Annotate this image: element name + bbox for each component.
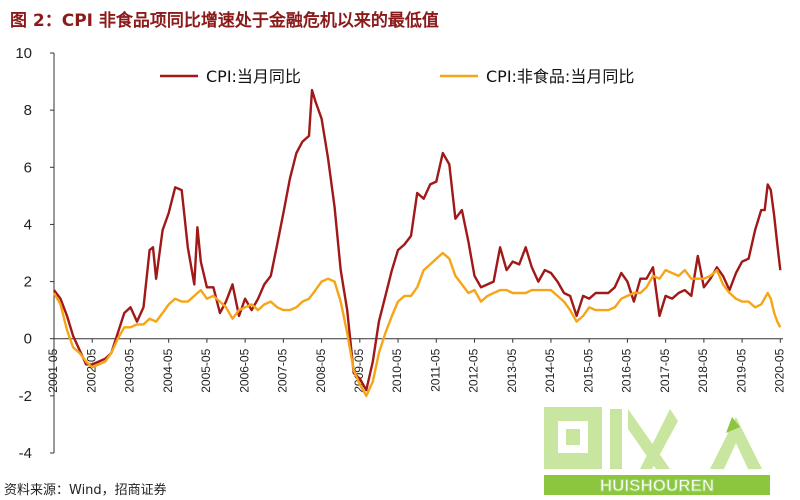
x-tick-label: 2003-05: [123, 348, 137, 392]
watermark-logo-icon: [544, 407, 762, 469]
y-tick-label: 2: [24, 274, 32, 291]
figure-title: 图 2：CPI 非食品项同比增速处于金融危机以来的最低值: [10, 11, 439, 31]
y-tick-label: 4: [24, 216, 32, 233]
x-tick-label: 2011-05: [428, 348, 442, 391]
x-tick-label: 2010-05: [390, 348, 404, 392]
legend-label-2: CPI:非食品:当月同比: [486, 67, 634, 86]
x-tick-label: 2012-05: [467, 348, 481, 392]
x-tick-label: 2017-05: [658, 348, 672, 392]
y-tick-label: -2: [19, 388, 32, 405]
x-tick-label: 2014-05: [543, 348, 557, 392]
x-tick-label: 2020-05: [772, 348, 786, 392]
chart-series: [52, 88, 782, 398]
x-tick-label: 2019-05: [734, 348, 748, 392]
x-tick-label: 2007-05: [276, 348, 290, 392]
chart-axes: -4 -2 0 2 4 6 8 10 2001-05 2002-05 2003-05 2004-05 2…: [15, 45, 786, 462]
x-tick-label: 2016-05: [620, 348, 634, 392]
x-tick-label: 2002-05: [84, 348, 98, 392]
y-tick-label: 0: [24, 331, 32, 348]
series-line-2: [52, 251, 782, 398]
y-tick-label: 6: [24, 159, 32, 176]
y-tick-label: 10: [15, 45, 32, 62]
watermark-text: HUISHOUREN: [600, 476, 714, 495]
chart-legend: CPI:当月同比 CPI:非食品:当月同比: [160, 67, 634, 86]
series-line-1: [53, 88, 782, 392]
source-note: 资料来源：Wind，招商证券: [4, 483, 167, 498]
x-tick-label: 2004-05: [161, 348, 175, 392]
y-tick-label: -4: [19, 445, 32, 462]
legend-label-1: CPI:当月同比: [206, 67, 301, 86]
y-tick-label: 8: [24, 102, 32, 119]
watermark: HUISHOUREN: [544, 407, 770, 496]
x-tick-label: 2001-05: [46, 348, 60, 392]
x-tick-label: 2005-05: [199, 348, 213, 392]
x-tick-label: 2015-05: [581, 348, 595, 392]
x-tick-label: 2013-05: [505, 348, 519, 392]
x-tick-label: 2018-05: [696, 348, 710, 392]
x-tick-label: 2006-05: [237, 348, 251, 392]
x-tick-label: 2008-05: [314, 348, 328, 392]
